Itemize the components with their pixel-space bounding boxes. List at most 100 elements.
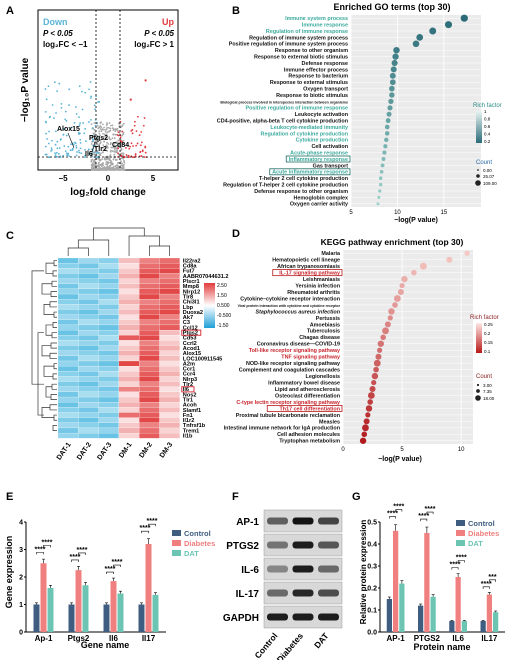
heatmap-cell: [78, 412, 99, 418]
volcano-point-ns: [90, 123, 93, 126]
heatmap-cell: [139, 314, 160, 320]
heatmap-cell: [57, 417, 79, 423]
volcano-point-down: [88, 121, 90, 123]
volcano-point-ns: [110, 124, 112, 127]
kegg-count-dot: [475, 395, 481, 401]
legend-swatch: [456, 540, 465, 546]
heatmap-cell: [57, 309, 79, 315]
heatmap-cell: [78, 263, 99, 269]
heatmap-cell: [159, 381, 180, 387]
heatmap-cell: [159, 335, 180, 341]
volcano-point-ns: [99, 128, 102, 130]
volcano-point-down: [55, 112, 57, 114]
bar-chart-g-x-label: Protein name: [413, 642, 470, 652]
heatmap-cell: [118, 433, 140, 439]
kegg-pathway-label: African trypanosomiasis: [277, 264, 340, 270]
legend-label: Control: [468, 519, 495, 528]
heatmap-cell: [98, 366, 119, 372]
legend-up-p: P < 0.05: [144, 29, 174, 38]
heatmap-cell: [139, 427, 160, 434]
go-term-label: Immune response: [302, 23, 348, 29]
volcano-point-ns: [115, 147, 118, 150]
volcano-point-ns: [105, 136, 107, 139]
heatmap-cell: [78, 391, 99, 398]
heatmap-sample-label: DM-2: [138, 441, 154, 459]
kegg-point: [446, 256, 453, 263]
volcano-point-ns: [91, 136, 94, 139]
heatmap-cell: [118, 314, 140, 320]
volcano-point-down: [84, 148, 86, 151]
heatmap-sample-label: DM-3: [159, 441, 175, 459]
blot-band: [292, 541, 314, 549]
volcano-point-ns: [100, 130, 103, 133]
heatmap-sample-labels: DAT-1 DAT-2 DAT-3 DM-1 DM-2 DM-3: [56, 441, 175, 461]
volcano-point-ns: [120, 147, 123, 150]
heatmap-cell: [118, 396, 140, 403]
panel-a-label: A: [6, 5, 14, 17]
volcano-point-down: [62, 154, 65, 157]
legend-down-fc: log₂FC < −1: [43, 40, 88, 49]
volcano-point-ns: [96, 137, 98, 140]
volcano-point-ns: [94, 135, 97, 138]
volcano-point-up: [141, 150, 144, 153]
heatmap-cell: [98, 257, 119, 264]
heatmap-gene-label: Ccrl2: [183, 341, 197, 347]
significance-bracket: [482, 586, 490, 589]
volcano-point-ns: [102, 137, 105, 140]
volcano-point-down: [78, 116, 80, 119]
heatmap-gene-label: C3: [183, 320, 190, 326]
volcano-point-ns: [111, 137, 114, 140]
heatmap-cell: [57, 324, 79, 331]
volcano-point-up: [129, 145, 131, 148]
volcano-point-ns: [93, 133, 96, 136]
significance-stars: ****: [140, 525, 151, 532]
heatmap-cell: [57, 288, 79, 295]
x-tick: 0: [341, 447, 345, 453]
volcano-point-down: [90, 119, 92, 121]
volcano-point-down: [44, 153, 47, 156]
heatmap-gene-label: Ccr1: [183, 367, 195, 373]
volcano-point-ns: [104, 149, 107, 151]
volcano-point-up: [133, 124, 136, 127]
kegg-pathway-label: Complement and coagulation cascades: [239, 368, 340, 374]
volcano-point-ns: [91, 158, 94, 161]
heatmap-cell: [78, 417, 99, 423]
bar-chart-e-x-label: Gene name: [81, 640, 130, 650]
blot-band: [267, 565, 288, 573]
kegg-point: [371, 379, 377, 386]
heatmap-cell: [139, 309, 160, 315]
volcano-point-ns: [120, 167, 122, 169]
dendrogram-branch: [52, 373, 57, 380]
kegg-point: [392, 302, 398, 308]
kegg-pathway-label: Measles: [319, 419, 340, 425]
heatmap-cell: [57, 366, 79, 372]
x-tick: Ap-1: [35, 634, 53, 643]
kegg-point: [377, 340, 385, 347]
heatmap-cell: [159, 257, 180, 264]
kegg-pathway-label: Chagas disease: [299, 335, 340, 341]
heatmap-cell: [118, 273, 140, 279]
volcano-point-down: [50, 150, 53, 152]
volcano-point-ns: [98, 130, 101, 133]
heatmap-cell: [139, 360, 160, 367]
volcano-point-down: [98, 100, 101, 103]
volcano-point-ns: [114, 128, 116, 131]
highlight-box: [272, 269, 343, 277]
volcano-point-down: [81, 90, 83, 93]
volcano-point-ns: [122, 157, 125, 160]
kegg-point: [393, 295, 401, 302]
heatmap-cell: [159, 422, 180, 429]
volcano-point-ns: [96, 164, 99, 167]
heatmap-cell: [159, 402, 180, 408]
heatmap-cell: [118, 360, 140, 367]
volcano-point-ns: [117, 161, 120, 164]
volcano-point-down: [70, 143, 72, 146]
volcano-point-down: [59, 139, 62, 141]
heatmap-cell: [57, 433, 79, 439]
heatmap-cell: [139, 345, 160, 351]
volcano-point-ns: [114, 130, 117, 133]
bar: [138, 604, 145, 632]
heatmap-cell: [159, 283, 180, 290]
significance-bracket: [451, 567, 459, 570]
legend-swatch: [172, 540, 181, 546]
